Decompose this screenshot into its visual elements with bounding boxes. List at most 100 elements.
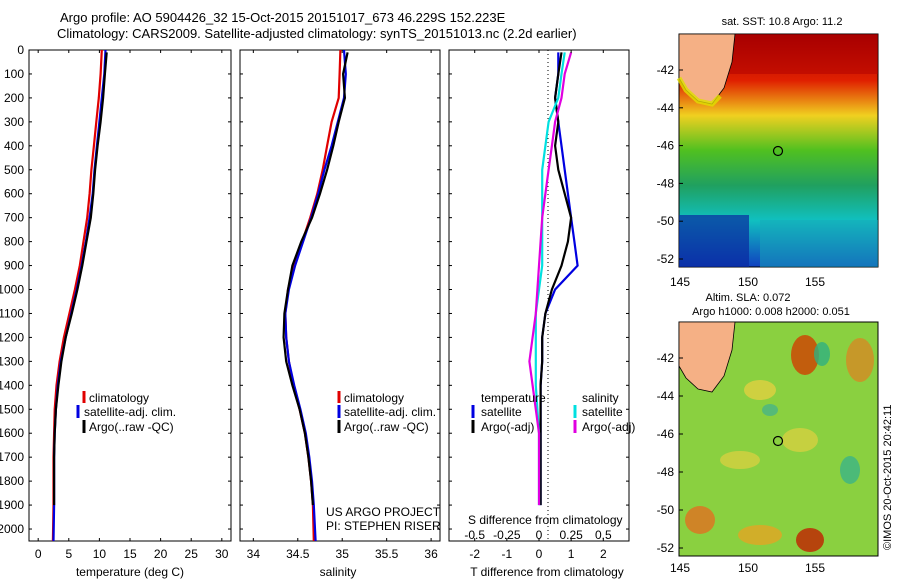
depth-tick-label: 1000: [0, 283, 24, 297]
credit-pi: PI: STEPHEN RISER: [326, 519, 441, 533]
depth-tick-label: 300: [4, 115, 24, 129]
series-line-argo-raw-qc-: [282, 52, 349, 506]
legend-label-climatology: climatology: [344, 391, 404, 405]
salinity-legend: climatology satellite-adj. clim. Argo(..…: [337, 391, 436, 434]
legend-label-argo: Argo(..raw -QC): [89, 420, 174, 434]
difference-xlabel: T difference from climatology: [470, 565, 624, 579]
x-tick-label: 2: [600, 547, 607, 561]
lat-tick-label: -48: [657, 176, 675, 190]
salinity-xlabel: salinity: [320, 565, 357, 579]
tasmania-land: [678, 321, 736, 393]
lat-tick-label: -44: [657, 389, 675, 403]
legend-label-argo: Argo(..raw -QC): [344, 420, 429, 434]
x-tick-label: -1: [502, 547, 513, 561]
lat-tick-label: -52: [657, 541, 675, 555]
x-tick-label: 10: [93, 547, 107, 561]
title-line-2: Climatology: CARS2009. Satellite-adjuste…: [57, 26, 577, 41]
depth-tick-label: 700: [4, 211, 24, 225]
series-line-argo-raw-qc-: [52, 52, 108, 506]
x-tick-label: 30: [215, 547, 229, 561]
x-tick-label: 25: [185, 547, 199, 561]
series-line-salinity-argo-adj-: [528, 52, 573, 506]
x-tick-label: 36: [424, 547, 438, 561]
title-line-1: Argo profile: AO 5904426_32 15-Oct-2015 …: [60, 10, 506, 25]
depth-tick-label: 1800: [0, 474, 24, 488]
lat-tick-label: -52: [657, 252, 675, 266]
depth-tick-label: 1400: [0, 378, 24, 392]
lat-tick-label: -48: [657, 465, 675, 479]
depth-tick-label: 1600: [0, 426, 24, 440]
depth-tick-label: 900: [4, 259, 24, 273]
legend-label-satellite-adj: satellite-adj. clim.: [344, 405, 436, 419]
imos-timestamp: ©IMOS 20-Oct-2015 20:42:11: [882, 405, 894, 550]
lon-tick-label: 145: [670, 561, 690, 575]
depth-tick-label: 0: [17, 43, 24, 57]
depth-tick-label: 600: [4, 187, 24, 201]
x-tick-label: 5: [65, 547, 72, 561]
legend-label-t-satellite: satellite: [481, 405, 522, 419]
difference-legend: temperature salinity satellite Argo(-adj…: [471, 391, 635, 434]
depth-tick-label: 800: [4, 235, 24, 249]
x-tick-label: 15: [123, 547, 137, 561]
lat-tick-label: -46: [657, 139, 675, 153]
legend-label-s-satellite: satellite: [582, 405, 623, 419]
s-tick-label: -0.5: [464, 528, 485, 542]
sla-map: [678, 321, 879, 557]
legend-label-climatology: climatology: [89, 391, 149, 405]
temperature-xlabel: temperature (deg C): [76, 565, 184, 579]
depth-tick-label: 2000: [0, 522, 24, 536]
s-difference-label: S difference from climatology: [468, 513, 623, 527]
lon-tick-label: 150: [738, 561, 758, 575]
lat-tick-label: -42: [657, 63, 675, 77]
lat-tick-label: -50: [657, 503, 675, 517]
depth-tick-label: 1900: [0, 498, 24, 512]
lon-tick-label: 155: [805, 561, 825, 575]
depth-tick-label: 1100: [0, 306, 24, 320]
s-tick-label: 0.5: [595, 528, 612, 542]
legend-title-temperature: temperature: [481, 391, 546, 405]
s-tick-label: -0.25: [493, 528, 521, 542]
depth-tick-label: 1300: [0, 354, 24, 368]
lat-tick-label: -42: [657, 351, 675, 365]
x-tick-label: 20: [154, 547, 168, 561]
depth-tick-label: 500: [4, 163, 24, 177]
series-line-temperature-argo-adj-: [539, 52, 573, 506]
lon-tick-label: 150: [738, 275, 758, 289]
s-tick-label: 0.25: [559, 528, 583, 542]
legend-label-t-argo: Argo(-adj): [481, 420, 534, 434]
credit-project: US ARGO PROJECT: [326, 505, 441, 519]
temperature-panel-frame: [28, 49, 232, 542]
lat-tick-label: -44: [657, 101, 675, 115]
x-tick-label: -2: [469, 547, 480, 561]
lon-tick-label: 145: [670, 275, 690, 289]
argo-position-marker: [772, 145, 784, 157]
x-tick-label: 34.5: [286, 547, 310, 561]
x-tick-label: 1: [568, 547, 575, 561]
x-tick-label: 34: [247, 547, 261, 561]
depth-axis: 0 100 200 300 400 500 600 700 800 900 1000 1100 1200…: [0, 43, 629, 536]
salinity-panel-frame: [239, 49, 441, 542]
legend-title-salinity: salinity: [582, 391, 619, 405]
depth-tick-label: 1500: [0, 402, 24, 416]
depth-tick-label: 200: [4, 91, 24, 105]
sst-map: [676, 33, 879, 268]
sst-map-title: sat. SST: 10.8 Argo: 11.2: [722, 16, 843, 28]
depth-tick-label: 400: [4, 139, 24, 153]
legend-label-s-argo: Argo(-adj): [582, 420, 635, 434]
lat-tick-label: -50: [657, 214, 675, 228]
argo-position-marker: [772, 435, 784, 447]
sla-map-title-1: Altim. SLA: 0.072: [706, 292, 791, 304]
x-tick-label: 35.5: [375, 547, 399, 561]
lon-tick-label: 155: [805, 275, 825, 289]
sla-map-title-2: Argo h1000: 0.008 h2000: 0.051: [692, 306, 850, 318]
depth-tick-label: 100: [4, 67, 24, 81]
x-tick-label: 35: [336, 547, 350, 561]
lat-tick-label: -46: [657, 427, 675, 441]
x-tick-label: 0: [536, 547, 543, 561]
depth-tick-label: 1200: [0, 330, 24, 344]
x-tick-label: 0: [35, 547, 42, 561]
temperature-legend: climatology satellite-adj. clim. Argo(..…: [76, 391, 176, 434]
s-tick-label: 0: [536, 528, 543, 542]
legend-label-satellite-adj: satellite-adj. clim.: [84, 405, 176, 419]
